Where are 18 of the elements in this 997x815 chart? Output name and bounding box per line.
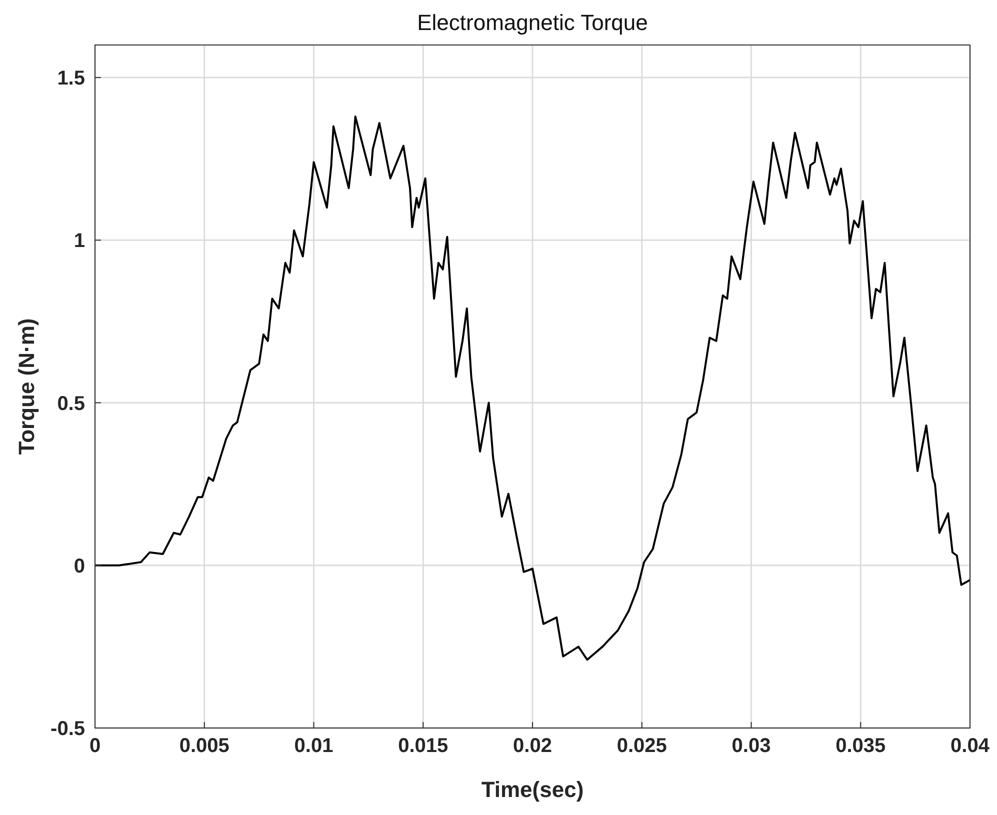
y-tick-label: 0.5 bbox=[57, 392, 85, 415]
x-tick-label: 0.015 bbox=[398, 735, 448, 757]
y-tick-label: 1.5 bbox=[57, 68, 85, 90]
x-tick-label: 0.04 bbox=[950, 735, 990, 757]
x-tick-label: 0.025 bbox=[616, 735, 667, 757]
chart-title: Electromagnetic Torque bbox=[417, 10, 648, 35]
y-tick-label: 1 bbox=[74, 230, 85, 252]
y-tick-label: -0.5 bbox=[50, 718, 85, 740]
x-tick-label: 0.035 bbox=[836, 735, 886, 757]
x-tick-label: 0.02 bbox=[513, 735, 552, 757]
line-series bbox=[94, 116, 971, 661]
x-tick-label: 0 bbox=[89, 735, 101, 757]
y-tick-label: 0 bbox=[74, 555, 85, 578]
y-axis-title: Torque (N·m) bbox=[14, 318, 39, 455]
x-tick-label: 0.03 bbox=[732, 735, 771, 757]
x-axis-title: Time(sec) bbox=[481, 777, 584, 802]
x-tick-label: 0.01 bbox=[294, 735, 334, 757]
x-tick-label: 0.005 bbox=[179, 735, 230, 757]
